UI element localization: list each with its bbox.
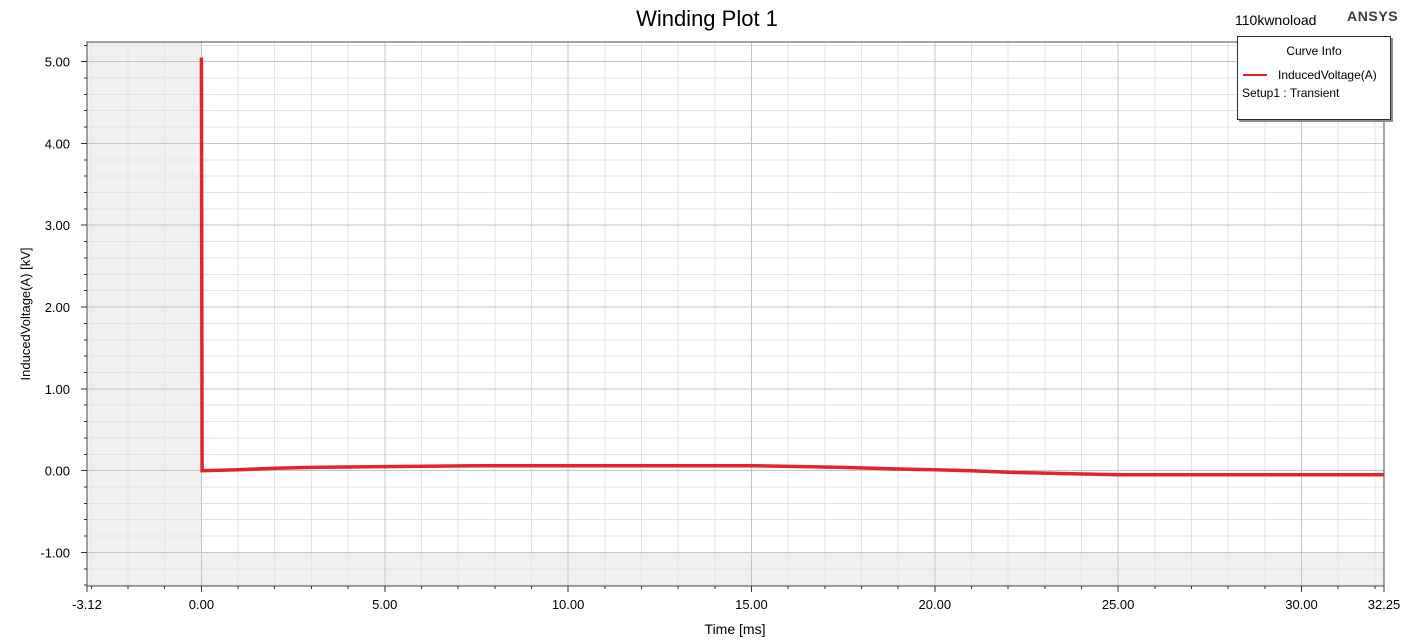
y-tick-label: 2.00 (45, 300, 70, 315)
x-tick-label: 20.00 (919, 597, 952, 612)
legend-setup-label: Setup1 : Transient (1242, 86, 1340, 100)
plot-grid (86, 42, 1385, 586)
y-tick-label: 3.00 (45, 218, 70, 233)
x-tick-label: 10.00 (552, 597, 585, 612)
plot-frame (86, 41, 1385, 587)
project-name: 110kwnoload (1235, 12, 1317, 28)
x-axis-title: Time [ms] (705, 621, 766, 637)
x-tick-label: 25.00 (1102, 597, 1135, 612)
x-tick-label: -3.12 (72, 597, 102, 612)
legend-swatch (1243, 74, 1267, 76)
legend-title: Curve Info (1286, 44, 1342, 58)
x-tick-label: 30.00 (1285, 597, 1318, 612)
y-tick-label: 4.00 (45, 136, 70, 151)
x-tick-label: 32.25 (1368, 597, 1401, 612)
axis-ticks (81, 44, 1385, 592)
pre-data-band (87, 42, 202, 586)
y-axis-title: InducedVoltage(A) [kV] (18, 248, 33, 381)
y-tick-label: 0.00 (45, 464, 70, 479)
curve-info-legend[interactable]: Curve Info InducedVoltage(A) Setup1 : Tr… (1237, 36, 1391, 120)
x-tick-label: 15.00 (735, 597, 768, 612)
y-tick-label: -1.00 (40, 545, 70, 560)
x-tick-label: 0.00 (189, 597, 214, 612)
y-tick-label: 1.00 (45, 382, 70, 397)
ansys-logo: ANSYS (1347, 8, 1399, 24)
y-tick-label: 5.00 (45, 55, 70, 70)
plot-shading (87, 42, 1384, 586)
plot-frame-group (86, 41, 1385, 587)
x-tick-label: 5.00 (372, 597, 397, 612)
series-line-induced-voltage[interactable] (199, 57, 1384, 477)
legend-series-label: InducedVoltage(A) (1278, 68, 1377, 82)
chart-title: Winding Plot 1 (636, 6, 778, 31)
series-group (199, 57, 1384, 477)
tick-labels: -3.12 0.00 5.00 10.00 15.00 20.00 25.00 30.00 32… (40, 55, 1400, 612)
